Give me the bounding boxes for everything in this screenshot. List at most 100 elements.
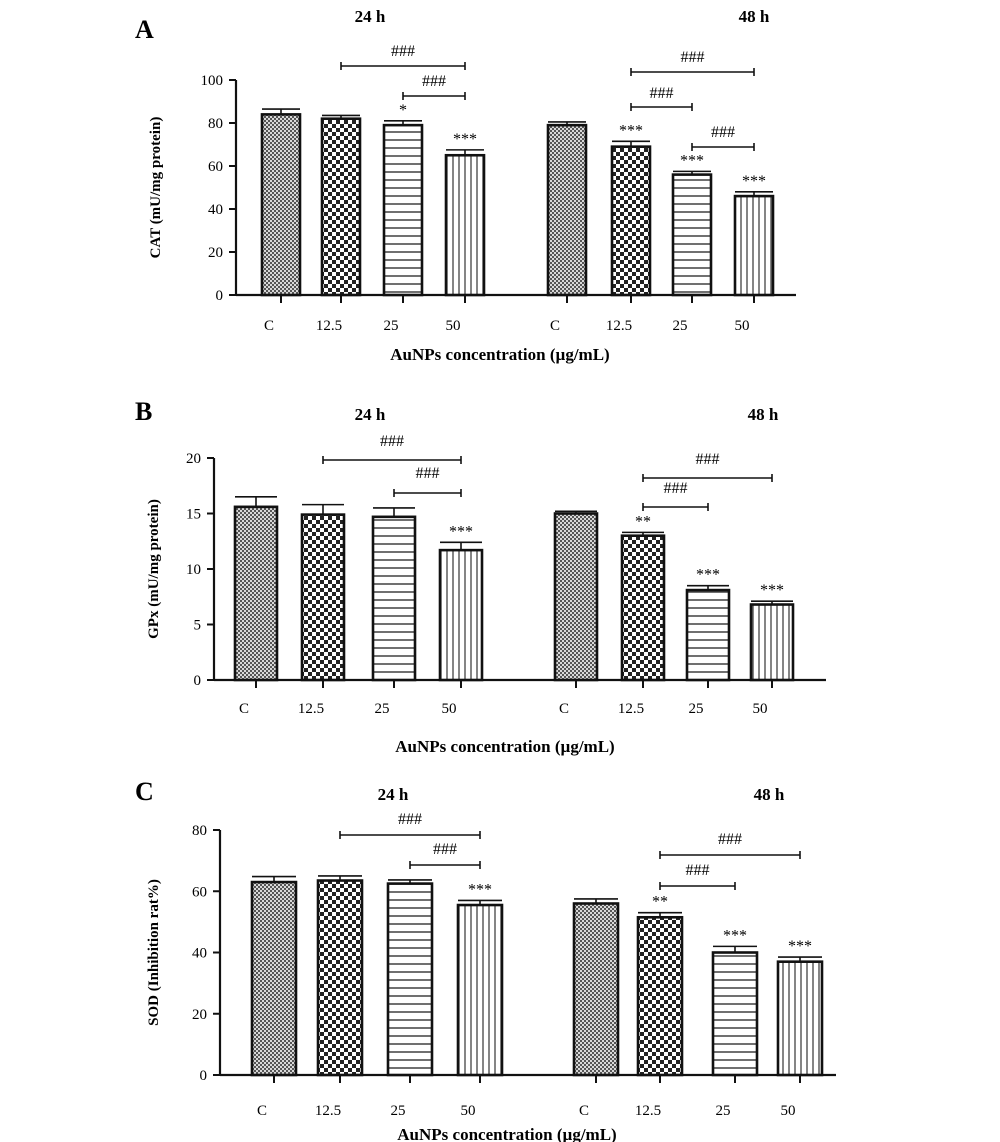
significance-stars: **	[635, 513, 651, 530]
bar	[711, 951, 759, 1077]
bar	[685, 588, 731, 682]
significance-stars: **	[652, 894, 668, 911]
bar	[386, 882, 434, 1077]
x-tick-label: 25	[375, 701, 390, 717]
y-tick-label: 40	[208, 202, 223, 218]
significance-stars: ***	[680, 152, 704, 169]
x-tick-label: 12.5	[606, 318, 632, 334]
bar	[250, 880, 298, 1077]
x-tick-label: 25	[384, 318, 399, 334]
x-tick-label: 12.5	[315, 1103, 341, 1119]
bar	[316, 879, 364, 1077]
panel-a-chart: A 24 h 48 h 0 20 40 60 80 100 CAT (mU/mg protein)…	[135, 7, 796, 364]
group-title: 48 h	[748, 405, 779, 424]
panel-label: A	[135, 15, 154, 44]
bracket-label: ###	[391, 43, 415, 60]
bracket-label: ###	[686, 862, 710, 879]
significance-stars: ***	[449, 523, 473, 540]
y-tick-label: 20	[208, 245, 223, 261]
significance-stars: *	[399, 102, 407, 119]
bar	[553, 512, 599, 682]
panel-label: B	[135, 397, 152, 426]
bracket-label: ###	[664, 480, 688, 497]
bracket-label: ###	[718, 831, 742, 848]
x-tick-label: 50	[446, 318, 461, 334]
significance-stars: ***	[696, 567, 720, 584]
x-tick-label: 12.5	[316, 318, 342, 334]
bar	[444, 153, 486, 297]
bar	[382, 123, 424, 297]
x-tick-label: C	[264, 318, 274, 334]
x-tick-label: 25	[716, 1103, 731, 1119]
bar	[371, 515, 417, 682]
x-tick-label: 12.5	[635, 1103, 661, 1119]
y-tick-label: 60	[208, 159, 223, 175]
bar	[776, 960, 824, 1077]
x-tick-label: 25	[673, 318, 688, 334]
y-tick-label: 10	[186, 562, 201, 578]
x-axis-label: AuNPs concentration (µg/mL)	[395, 737, 614, 756]
x-axis-label: AuNPs concentration (µg/mL)	[397, 1125, 616, 1142]
y-tick-label: 5	[194, 618, 202, 634]
x-tick-label: 50	[442, 701, 457, 717]
x-tick-label: C	[239, 701, 249, 717]
bracket-label: ###	[696, 451, 720, 468]
y-tick-label: 80	[192, 823, 207, 839]
x-tick-label: C	[579, 1103, 589, 1119]
group-title: 24 h	[355, 7, 386, 26]
bar	[320, 117, 362, 297]
y-axis-label: CAT (mU/mg protein)	[148, 117, 164, 259]
group-title: 48 h	[739, 7, 770, 26]
bracket-label: ###	[650, 85, 674, 102]
x-tick-label: 25	[391, 1103, 406, 1119]
x-axis-label: AuNPs concentration (µg/mL)	[390, 345, 609, 364]
x-tick-label: 12.5	[298, 701, 324, 717]
bar	[546, 123, 588, 297]
x-tick-label: 50	[735, 318, 750, 334]
group-title: 24 h	[355, 405, 386, 424]
y-tick-label: 20	[186, 451, 201, 467]
x-tick-label: 50	[753, 701, 768, 717]
bar	[620, 534, 666, 682]
bar	[749, 603, 795, 682]
group-title: 48 h	[754, 785, 785, 804]
y-tick-label: 20	[192, 1007, 207, 1023]
significance-stars: ***	[760, 582, 784, 599]
significance-stars: ***	[468, 881, 492, 898]
y-axis-label: GPx (mU/mg protein)	[146, 499, 162, 639]
x-tick-label: 50	[461, 1103, 476, 1119]
bar	[260, 113, 302, 297]
x-tick-label: C	[550, 318, 560, 334]
bracket-label: ###	[711, 124, 735, 141]
y-tick-label: 0	[216, 288, 224, 304]
panel-label: C	[135, 777, 154, 806]
x-tick-label: C	[257, 1103, 267, 1119]
bar	[438, 548, 484, 682]
y-tick-label: 0	[194, 673, 202, 689]
bar	[610, 145, 652, 297]
x-tick-label: 50	[781, 1103, 796, 1119]
significance-stars: ***	[619, 122, 643, 139]
panel-c-chart: C 24 h 48 h 0 20 40 60 80 SOD (Inhibition rat%) A…	[135, 777, 836, 1142]
bracket-label: ###	[433, 841, 457, 858]
y-tick-label: 80	[208, 116, 223, 132]
significance-stars: ***	[453, 131, 477, 148]
x-tick-label: C	[559, 701, 569, 717]
bracket-label: ###	[681, 49, 705, 66]
y-tick-label: 40	[192, 946, 207, 962]
bracket-label: ###	[398, 811, 422, 828]
bar	[233, 505, 279, 682]
bar	[636, 915, 684, 1077]
bracket-label: ###	[380, 433, 404, 450]
significance-stars: ***	[788, 938, 812, 955]
x-tick-label: 25	[689, 701, 704, 717]
y-axis-label: SOD (Inhibition rat%)	[146, 879, 162, 1026]
group-title: 24 h	[378, 785, 409, 804]
y-tick-label: 100	[201, 73, 224, 89]
y-tick-label: 60	[192, 884, 207, 900]
bar	[572, 902, 620, 1077]
x-tick-label: 12.5	[618, 701, 644, 717]
bracket-label: ###	[422, 73, 446, 90]
y-tick-label: 15	[186, 507, 201, 523]
